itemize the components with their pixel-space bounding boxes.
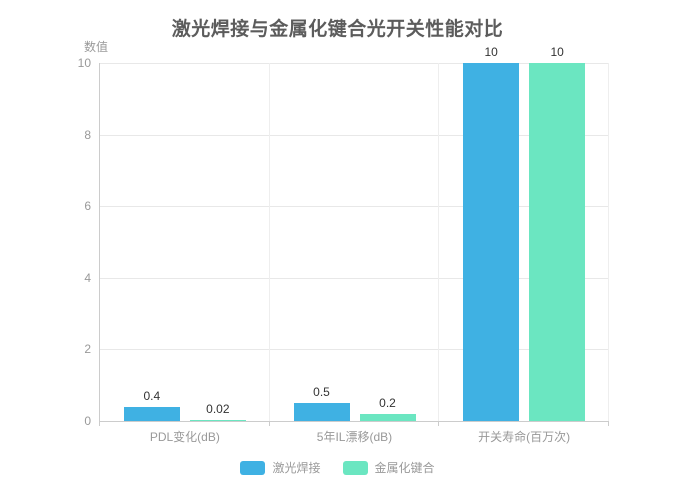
bar-value-label: 0.5 <box>313 385 330 400</box>
x-gridline <box>268 63 270 421</box>
x-axis-tick <box>438 421 440 426</box>
bar-金属化键合-1[interactable] <box>359 413 416 421</box>
x-axis-category-label: PDL变化(dB) <box>149 430 220 444</box>
legend-swatch <box>342 460 368 475</box>
y-axis-tick-label: 4 <box>84 270 91 285</box>
bar-value-label: 10 <box>484 45 498 59</box>
y-axis-tick-label: 8 <box>84 127 91 142</box>
legend-label: 激光焊接 <box>272 461 321 475</box>
y-gridline <box>100 277 609 279</box>
bar-value-label: 0.2 <box>379 395 396 410</box>
y-axis-name: 数值 <box>84 40 109 54</box>
legend-label: 金属化键合 <box>374 461 435 475</box>
plot-area: 0 2 4 6 8 10 0.4 0.02 PDL变化(dB) 0.5 0.2 5年IL漂移(dB) 1… <box>78 45 609 444</box>
bar-value-label: 10 <box>550 45 564 59</box>
bar-金属化键合-2[interactable] <box>529 63 586 421</box>
y-gridline <box>100 134 609 136</box>
bar-激光焊接-2[interactable] <box>463 63 520 421</box>
legend-swatch <box>240 460 266 475</box>
bar-value-label: 0.02 <box>206 402 230 416</box>
bar-金属化键合-0[interactable] <box>189 420 246 421</box>
legend: 激光焊接 金属化键合 <box>0 459 675 476</box>
y-gridline <box>100 206 609 208</box>
y-axis-tick-label: 0 <box>84 414 91 428</box>
x-axis-tick <box>608 421 609 426</box>
x-gridline <box>608 63 609 421</box>
x-axis-tick <box>268 421 270 426</box>
legend-item-金属化键合[interactable]: 金属化键合 <box>342 459 435 476</box>
y-axis-tick-label: 6 <box>84 199 91 214</box>
bar-value-label: 0.4 <box>143 388 161 403</box>
x-gridline <box>438 63 440 421</box>
chart-title: 激光焊接与金属化键合光开关性能对比 <box>171 19 504 40</box>
y-axis-tick-label: 2 <box>84 342 91 357</box>
legend-item-激光焊接[interactable]: 激光焊接 <box>240 459 321 476</box>
x-axis-category-label: 开关寿命(百万次) <box>478 430 571 444</box>
y-gridline <box>100 349 609 351</box>
y-gridline <box>100 63 609 64</box>
bar-激光焊接-1[interactable] <box>293 403 350 421</box>
bar-激光焊接-0[interactable] <box>123 406 180 421</box>
x-axis-category-label: 5年IL漂移(dB) <box>316 430 393 444</box>
y-axis-tick-label: 10 <box>77 56 91 70</box>
x-axis-tick <box>99 421 100 426</box>
